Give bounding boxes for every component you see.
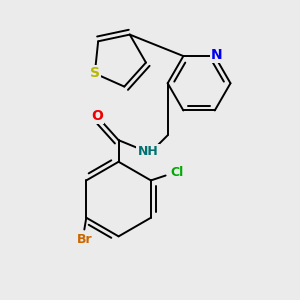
Text: Cl: Cl xyxy=(171,166,184,179)
Text: O: O xyxy=(91,109,103,123)
Text: S: S xyxy=(90,66,100,80)
Text: NH: NH xyxy=(138,146,158,158)
Text: N: N xyxy=(211,48,223,62)
Text: Br: Br xyxy=(76,233,92,246)
